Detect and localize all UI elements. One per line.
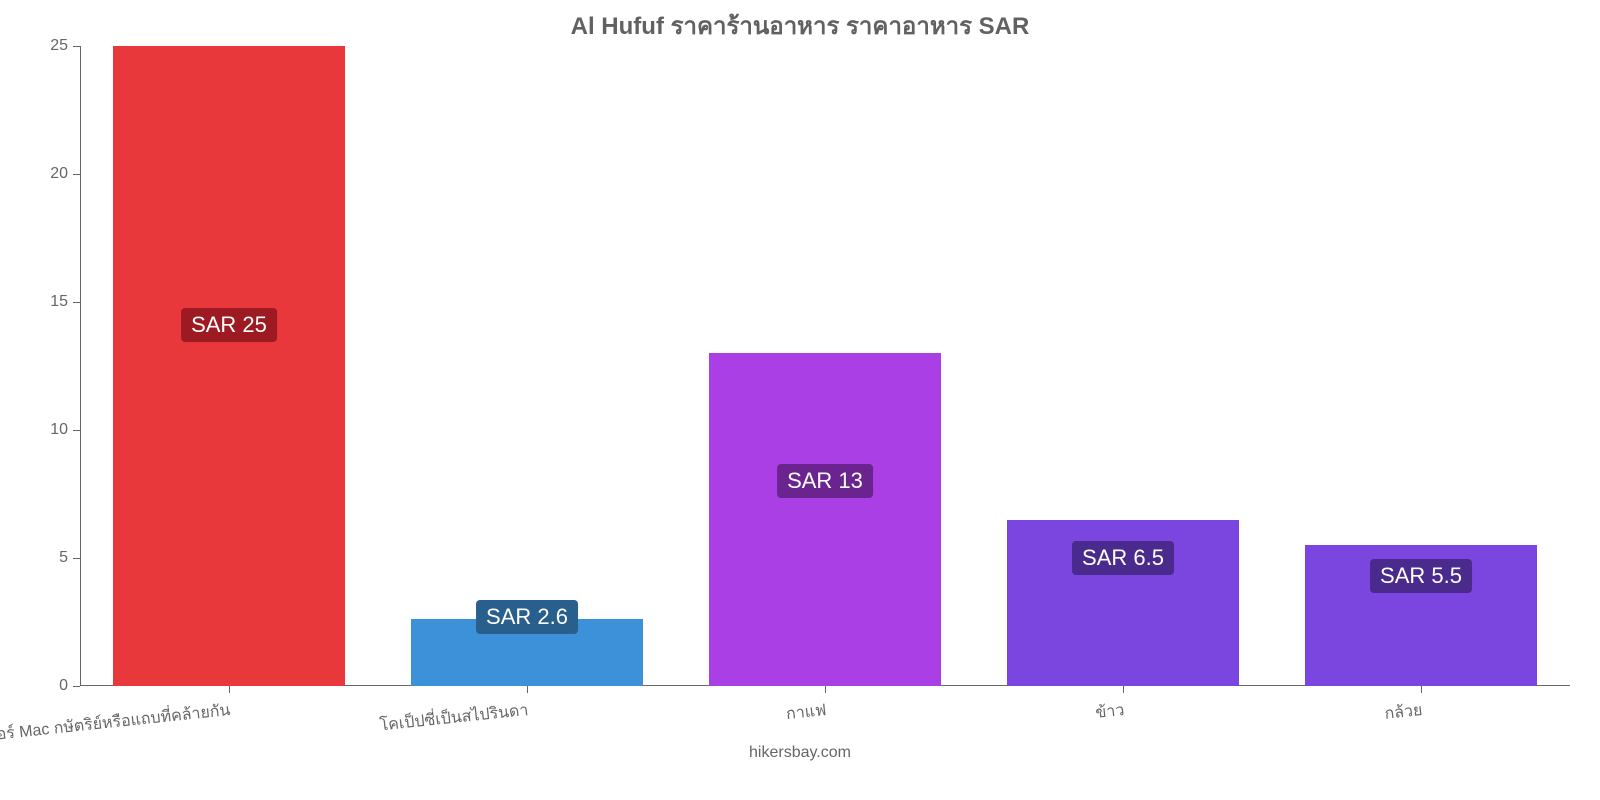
xtick-mark xyxy=(1123,686,1124,693)
xtick-mark xyxy=(527,686,528,693)
value-badge: SAR 5.5 xyxy=(1370,559,1472,593)
ytick-label: 5 xyxy=(59,549,68,567)
value-badge: SAR 25 xyxy=(181,308,277,342)
bar xyxy=(709,353,941,686)
ytick-label: 15 xyxy=(50,293,68,311)
xtick-mark xyxy=(1421,686,1422,693)
value-badge: SAR 6.5 xyxy=(1072,541,1174,575)
credit-text: hikersbay.com xyxy=(0,744,1600,762)
ytick: 0 xyxy=(73,686,80,687)
ytick: 5 xyxy=(73,558,80,559)
chart-title: Al Hufuf ราคาร้านอาหาร ราคาอาหาร SAR xyxy=(0,6,1600,45)
ytick: 15 xyxy=(73,302,80,303)
ytick-label: 10 xyxy=(50,421,68,439)
ytick-label: 0 xyxy=(59,677,68,695)
ytick: 25 xyxy=(73,46,80,47)
xtick-mark xyxy=(229,686,230,693)
ytick: 10 xyxy=(73,430,80,431)
xtick-mark xyxy=(825,686,826,693)
ytick-label: 20 xyxy=(50,165,68,183)
price-bar-chart: Al Hufuf ราคาร้านอาหาร ราคาอาหาร SAR 0 5 1… xyxy=(0,0,1600,800)
y-axis-line xyxy=(80,46,81,686)
value-badge: SAR 2.6 xyxy=(476,600,578,634)
ytick: 20 xyxy=(73,174,80,175)
value-badge: SAR 13 xyxy=(777,464,873,498)
plot-area: 0510152025 SAR 25SAR 2.6SAR 13SAR 6.5SAR… xyxy=(80,46,1570,686)
ytick-label: 25 xyxy=(50,37,68,55)
bar xyxy=(113,46,345,686)
